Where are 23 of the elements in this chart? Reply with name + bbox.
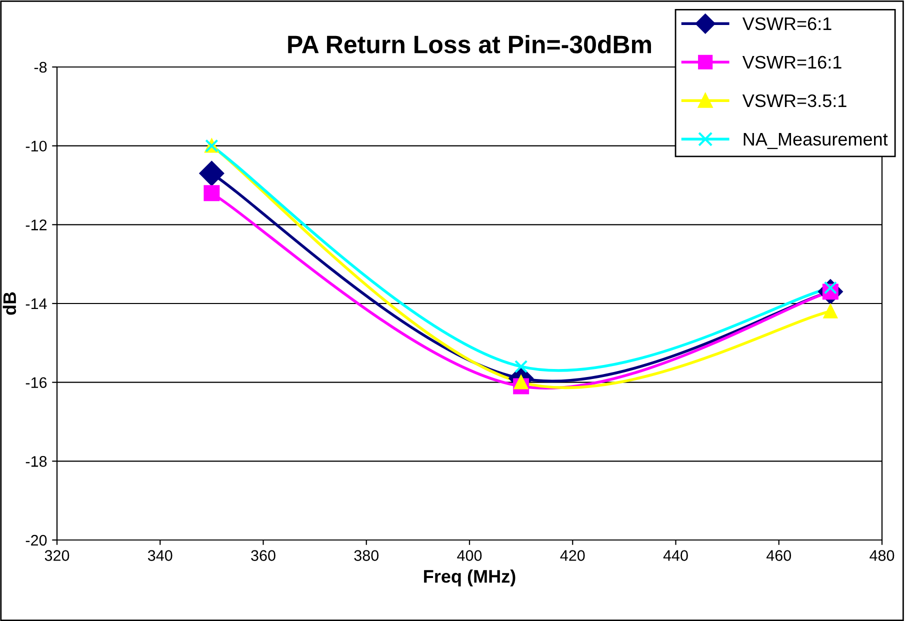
legend-label: VSWR=16:1 <box>742 56 842 69</box>
x-tick-label: 460 <box>766 550 792 561</box>
x-tick-label: 360 <box>251 550 276 561</box>
x-tick-label: 400 <box>457 550 482 561</box>
y-tick-label: -10 <box>26 140 47 152</box>
y-tick-label: -14 <box>26 298 47 310</box>
x-tick-label: 420 <box>560 550 585 561</box>
y-tick-label: -20 <box>26 534 47 546</box>
x-axis-title: Freq (MHz) <box>424 570 516 586</box>
chart-title: PA Return Loss at Pin=-30dBm <box>288 34 651 54</box>
y-tick-label: -16 <box>26 377 47 388</box>
y-tick-label: -8 <box>34 62 47 73</box>
y-axis-title: dB <box>2 292 16 315</box>
legend-label: NA_Measurement <box>744 133 888 150</box>
y-tick-label: -12 <box>26 220 47 230</box>
x-tick-label: 380 <box>354 550 379 561</box>
legend-label: VSWR=6:1 <box>742 17 832 30</box>
y-tick-label: -18 <box>26 456 47 467</box>
x-tick-label: 440 <box>663 550 688 561</box>
x-tick-label: 340 <box>148 550 172 561</box>
x-tick-label: 320 <box>44 550 70 561</box>
legend-label: VSWR=3.5:1 <box>742 94 846 108</box>
x-tick-label: 480 <box>870 550 894 561</box>
